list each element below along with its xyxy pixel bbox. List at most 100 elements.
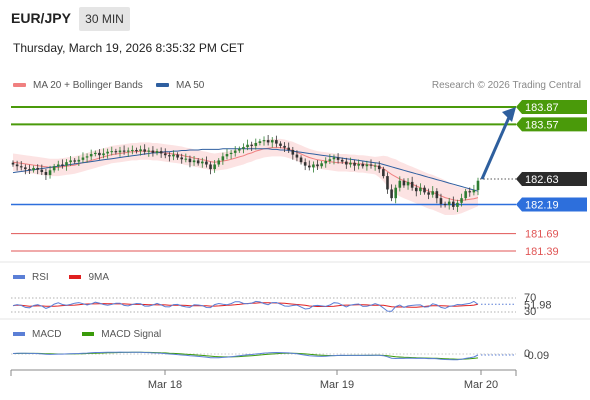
- candle-body: [106, 151, 109, 154]
- bollinger-swatch: [13, 83, 26, 88]
- candle: [299, 155, 303, 165]
- candle-body: [225, 154, 229, 157]
- candle: [40, 164, 44, 176]
- candle-body: [414, 187, 418, 192]
- candle: [102, 148, 105, 159]
- candle: [19, 161, 23, 171]
- candle: [48, 165, 52, 179]
- candle-body: [447, 201, 451, 206]
- candle-body: [275, 140, 278, 144]
- candle-body: [126, 150, 130, 152]
- candle: [184, 153, 188, 163]
- candle: [443, 201, 447, 208]
- candle: [406, 178, 410, 190]
- candle-body: [44, 172, 48, 175]
- candle-body: [410, 181, 414, 188]
- candle: [353, 159, 356, 171]
- candle: [431, 186, 435, 198]
- candles: [11, 134, 480, 212]
- candle: [382, 166, 385, 179]
- candle-body: [172, 154, 175, 157]
- candle: [258, 138, 262, 146]
- macd-panel: 0-0.09: [11, 348, 549, 362]
- candle: [135, 147, 138, 154]
- candle: [188, 155, 192, 168]
- candle: [307, 160, 311, 171]
- candle-body: [40, 169, 44, 173]
- candle: [332, 154, 336, 165]
- candle: [77, 156, 81, 166]
- candle-body: [94, 152, 97, 155]
- candle-body: [266, 140, 270, 143]
- candle-body: [36, 167, 39, 170]
- macd-legend-label: MACD: [32, 329, 62, 340]
- candle-body: [213, 164, 216, 170]
- candle: [452, 196, 455, 210]
- candle: [52, 163, 56, 173]
- candle-body: [77, 159, 81, 162]
- candle-body: [394, 187, 397, 199]
- candle-body: [464, 191, 467, 199]
- candle-body: [48, 170, 52, 175]
- candle: [295, 150, 299, 162]
- candle-body: [299, 157, 303, 163]
- candle-body: [19, 166, 23, 168]
- candle-body: [270, 140, 274, 143]
- candle: [131, 145, 134, 155]
- candle: [168, 152, 171, 162]
- candle: [340, 157, 344, 164]
- price-label-bg: [516, 100, 587, 114]
- candle-body: [238, 148, 241, 151]
- candle: [398, 176, 402, 192]
- candle: [283, 142, 286, 153]
- candle-body: [131, 149, 134, 151]
- bollinger-band-area: [13, 138, 478, 215]
- candle: [126, 147, 130, 157]
- candle-body: [312, 164, 315, 168]
- price-label-resistance: 183.57: [516, 117, 587, 132]
- price-labels: 183.87 183.57 182.63 182.19 181.69 181.39: [516, 100, 587, 258]
- candle-body: [443, 203, 447, 206]
- legend-bollinger: MA 20 + Bollinger Bands: [13, 80, 143, 91]
- timeframe-button[interactable]: 30 MIN: [79, 7, 130, 31]
- candle: [394, 184, 397, 204]
- legend-bollinger-label: MA 20 + Bollinger Bands: [33, 80, 143, 91]
- candle-body: [349, 162, 352, 165]
- candle: [139, 145, 142, 156]
- candle: [155, 148, 159, 156]
- candle: [98, 149, 101, 160]
- candle: [336, 153, 340, 164]
- candle-body: [423, 187, 426, 193]
- candle-body: [85, 156, 89, 158]
- candle-body: [435, 191, 439, 199]
- candle-body: [118, 150, 122, 153]
- rsi-swatch: [13, 275, 25, 280]
- candle-body: [386, 176, 389, 190]
- candle: [476, 177, 480, 196]
- candle: [36, 164, 39, 175]
- price-label-text: 182.19: [525, 200, 559, 212]
- candle: [262, 136, 266, 146]
- candle: [456, 199, 459, 212]
- candle-body: [254, 143, 258, 146]
- candle: [324, 157, 328, 168]
- candle: [110, 146, 114, 156]
- candle: [312, 161, 315, 173]
- candle: [147, 147, 151, 157]
- macd-legend: MACD MACD Signal: [13, 329, 161, 340]
- candle: [106, 148, 109, 159]
- candle-body: [151, 150, 155, 153]
- candle: [15, 160, 19, 171]
- candle-body: [233, 150, 237, 153]
- candle-body: [336, 157, 340, 160]
- datetime-label: Thursday, March 19, 2026 8:35:32 PM CET: [13, 41, 245, 55]
- price-label-text: 183.87: [525, 102, 559, 114]
- macd-zero-tick: 0: [524, 348, 530, 360]
- price-label-bg: [516, 172, 587, 186]
- candle-body: [135, 149, 138, 152]
- time-tick-label: Mar 20: [464, 379, 498, 391]
- price-label-current: 182.63: [516, 172, 587, 186]
- candle-body: [98, 152, 101, 156]
- candle-body: [279, 143, 282, 146]
